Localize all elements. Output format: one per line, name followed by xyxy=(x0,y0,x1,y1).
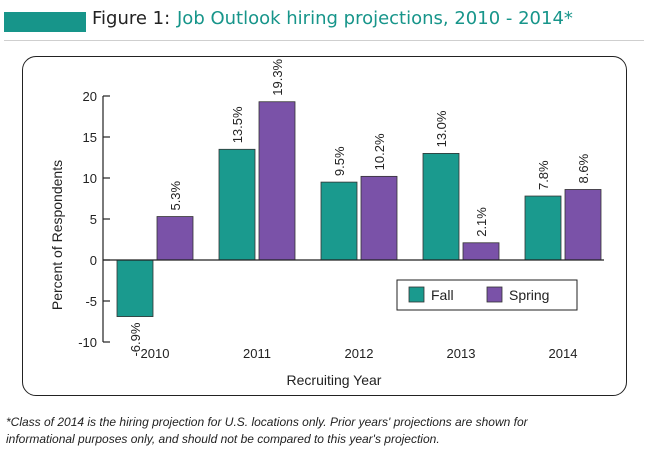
figure-label: Figure 1: xyxy=(92,8,171,29)
x-tick-label: 2010 xyxy=(141,346,170,361)
bar-chart: 20 15 10 5 0 -5 -10 -6.9% 5.3% 2010 13.5% 19.3% 2011… xyxy=(49,58,604,388)
footnote-line-2: informational purposes only, and should … xyxy=(6,432,440,446)
bar-spring-2010 xyxy=(156,216,194,261)
figure-header: Figure 1: Job Outlook hiring projections… xyxy=(0,0,649,46)
legend-swatch-fall xyxy=(408,286,425,303)
bar-fall-2010 xyxy=(116,259,154,317)
data-label-spring-2012: 10.2% xyxy=(372,133,387,170)
bar-spring-2011 xyxy=(258,101,296,261)
bar-spring-2013 xyxy=(462,242,500,261)
legend-label-fall: Fall xyxy=(431,287,454,303)
bar-fall-2014 xyxy=(524,195,562,261)
y-tick-label: 15 xyxy=(83,130,97,145)
x-tick-label: 2014 xyxy=(549,346,578,361)
x-axis-title: Recruiting Year xyxy=(287,372,382,388)
x-tick-label: 2013 xyxy=(447,346,476,361)
header-rule xyxy=(4,40,644,41)
data-label-fall-2010: -6.9% xyxy=(128,322,143,356)
bar-spring-2014 xyxy=(564,189,602,261)
data-label-spring-2011: 19.3% xyxy=(270,58,285,95)
y-tick-label: -10 xyxy=(78,335,97,350)
y-tick-label: 5 xyxy=(90,212,97,227)
data-label-fall-2014: 7.8% xyxy=(536,160,551,190)
data-label-spring-2014: 8.6% xyxy=(576,153,591,183)
legend-label-spring: Spring xyxy=(509,287,549,303)
bar-fall-2013 xyxy=(422,152,460,261)
y-tick-label: 20 xyxy=(83,89,97,104)
data-label-fall-2013: 13.0% xyxy=(434,110,449,147)
x-tick-label: 2011 xyxy=(243,346,271,361)
data-label-spring-2013: 2.1% xyxy=(474,207,489,237)
footnote: *Class of 2014 is the hiring projection … xyxy=(6,414,636,448)
x-tick-label: 2012 xyxy=(345,346,374,361)
y-tick-label: 0 xyxy=(90,253,97,268)
y-axis-title: Percent of Respondents xyxy=(49,160,65,310)
bar-fall-2012 xyxy=(320,181,358,261)
data-label-fall-2011: 13.5% xyxy=(230,106,245,143)
data-label-spring-2010: 5.3% xyxy=(168,180,183,210)
figure-title: Job Outlook hiring projections, 2010 - 2… xyxy=(177,8,573,29)
bar-spring-2012 xyxy=(360,175,398,261)
data-label-fall-2012: 9.5% xyxy=(332,146,347,176)
bar-fall-2011 xyxy=(218,148,256,261)
footnote-line-1: *Class of 2014 is the hiring projection … xyxy=(6,415,528,429)
y-tick-label: -5 xyxy=(85,294,97,309)
y-tick-label: 10 xyxy=(83,171,97,186)
legend-swatch-spring xyxy=(486,286,503,303)
header-accent-bar xyxy=(4,12,86,32)
chart-frame xyxy=(22,56,627,396)
